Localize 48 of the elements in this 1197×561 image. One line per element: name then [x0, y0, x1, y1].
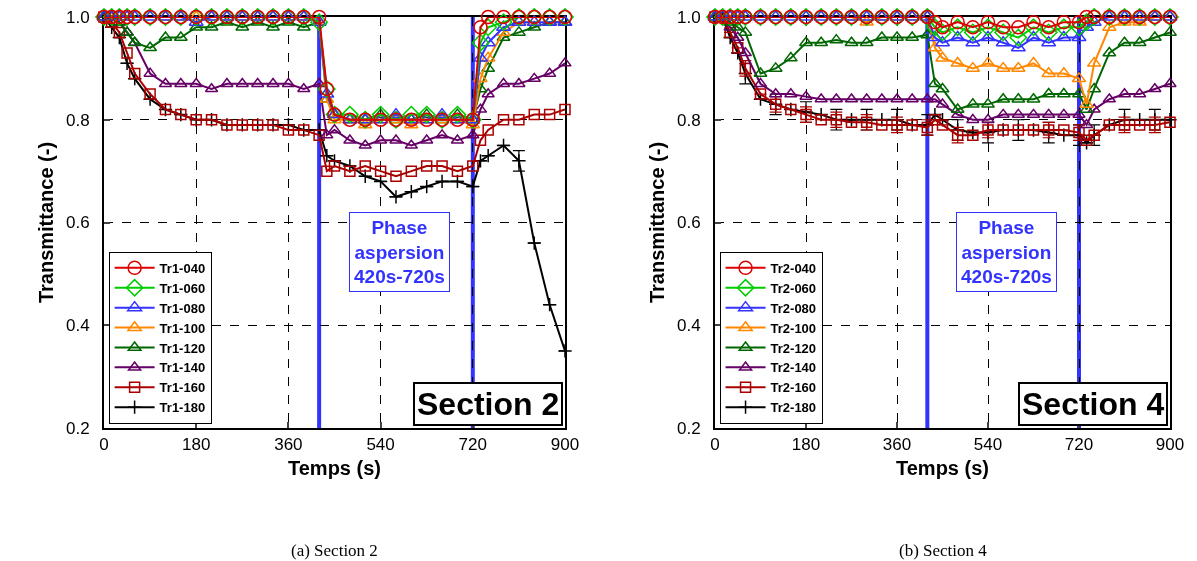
x-axis-title: Temps (s): [288, 457, 381, 480]
x-tick-label: 0: [99, 435, 109, 455]
annotation: Phase aspersion 420s-720s: [354, 217, 445, 288]
legend-label: Tr1-060: [159, 280, 206, 296]
y-tick-label: 0.6: [65, 213, 90, 233]
y-tick-label: 0.8: [676, 110, 701, 130]
x-tick-label: 720: [1064, 435, 1094, 455]
y-axis-title: Transmittance (-): [35, 141, 57, 304]
legend-label: Tr2-080: [770, 300, 817, 316]
y-tick-label: 0.8: [65, 110, 90, 130]
legend-label: Tr2-180: [770, 400, 817, 416]
y-tick-label: 1.0: [676, 7, 701, 27]
x-tick-label: 360: [882, 435, 912, 455]
y-tick-label: 1.0: [65, 7, 90, 27]
annotation: Section 2: [417, 386, 560, 422]
text: (a) Section 2: [291, 541, 378, 560]
legend-label: Tr2-100: [770, 320, 817, 336]
legend-label: Tr2-160: [770, 380, 817, 396]
legend-label: Tr1-100: [159, 320, 206, 336]
legend-label: Tr1-180: [159, 400, 206, 416]
legend-label: Tr2-140: [770, 360, 817, 376]
legend-label: Tr1-040: [159, 260, 206, 276]
x-tick-label: 180: [791, 435, 821, 455]
y-axis-title: Transmittance (-): [646, 141, 668, 304]
y-tick-label: 0.4: [65, 316, 90, 336]
x-tick-label: 900: [550, 435, 580, 455]
y-tick-label: 0.6: [676, 213, 701, 233]
text: (b) Section 4: [899, 541, 988, 560]
x-tick-label: 0: [710, 435, 720, 455]
x-tick-label: 720: [458, 435, 487, 455]
legend-label: Tr1-160: [159, 380, 206, 396]
legend-label: Tr1-120: [159, 340, 206, 356]
y-tick-label: 0.4: [676, 316, 701, 336]
x-tick-label: 900: [1155, 435, 1185, 455]
annotation: Section 4: [1022, 386, 1165, 422]
x-tick-label: 540: [366, 435, 395, 455]
legend-label: Tr2-040: [770, 260, 817, 276]
legend-label: Tr1-080: [159, 300, 206, 316]
x-tick-label: 360: [274, 435, 303, 455]
legend-label: Tr2-060: [770, 280, 817, 296]
x-tick-label: 540: [973, 435, 1003, 455]
y-tick-label: 0.2: [676, 418, 701, 438]
legend-label: Tr1-140: [159, 360, 206, 376]
x-tick-label: 180: [182, 435, 211, 455]
y-tick-label: 0.2: [65, 418, 90, 438]
x-axis-title: Temps (s): [896, 457, 989, 480]
legend-label: Tr2-120: [770, 340, 817, 356]
annotation: Phase aspersion 420s-720s: [961, 217, 1052, 288]
